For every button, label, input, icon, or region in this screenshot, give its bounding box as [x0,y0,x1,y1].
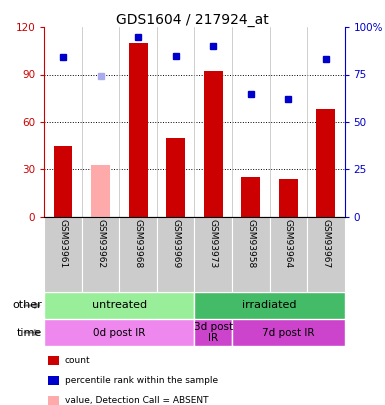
Bar [279,179,298,217]
Bar [91,165,110,217]
Bar [270,217,307,292]
Bar [316,109,335,217]
Text: GSM93969: GSM93969 [171,219,180,269]
Text: GSM93961: GSM93961 [59,219,67,269]
Text: GSM93968: GSM93968 [134,219,142,269]
Bar [82,217,119,292]
Text: other: other [13,301,42,311]
Text: GSM93964: GSM93964 [284,219,293,269]
Text: 3d post
IR: 3d post IR [194,322,233,343]
Bar [44,217,82,292]
Text: GSM93973: GSM93973 [209,219,218,269]
Text: GSM93967: GSM93967 [321,219,330,269]
Bar [44,292,194,319]
Bar [232,217,270,292]
Bar [166,138,185,217]
Bar [194,292,345,319]
Bar [204,71,223,217]
Bar [194,319,232,346]
Text: untreated: untreated [92,301,147,311]
Bar [54,146,72,217]
Text: 7d post IR: 7d post IR [262,328,315,337]
Bar [241,177,260,217]
Text: value, Detection Call = ABSENT: value, Detection Call = ABSENT [65,396,208,405]
Bar [44,319,194,346]
Bar [119,217,157,292]
Text: count: count [65,356,90,364]
Text: irradiated: irradiated [242,301,297,311]
Bar [157,217,194,292]
Text: time: time [17,328,42,337]
Text: GDS1604 / 217924_at: GDS1604 / 217924_at [116,13,269,27]
Text: percentile rank within the sample: percentile rank within the sample [65,376,218,385]
Text: GSM93958: GSM93958 [246,219,255,269]
Text: 0d post IR: 0d post IR [93,328,146,337]
Bar [232,319,345,346]
Text: GSM93962: GSM93962 [96,219,105,269]
Bar [129,43,147,217]
Bar [307,217,345,292]
Bar [194,217,232,292]
